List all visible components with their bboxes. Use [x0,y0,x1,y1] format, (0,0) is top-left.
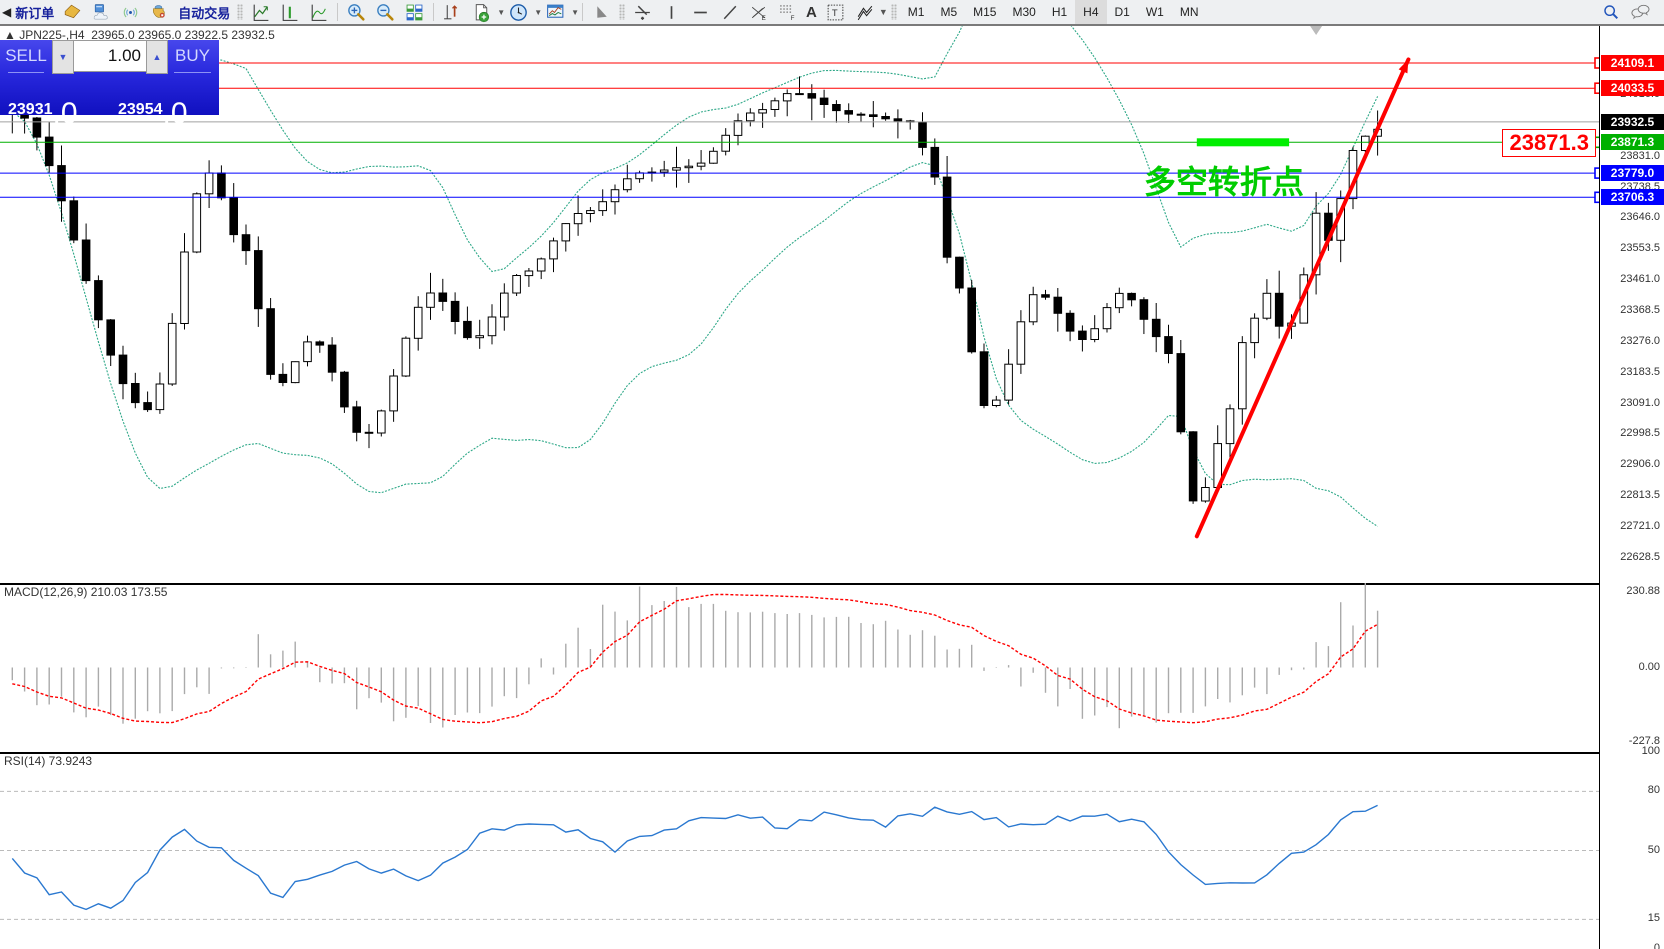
svg-text:多空转折点: 多空转折点 [1144,164,1304,200]
svg-text:F: F [791,14,795,21]
svg-text:E: E [762,14,766,21]
svg-text:T: T [832,8,838,19]
